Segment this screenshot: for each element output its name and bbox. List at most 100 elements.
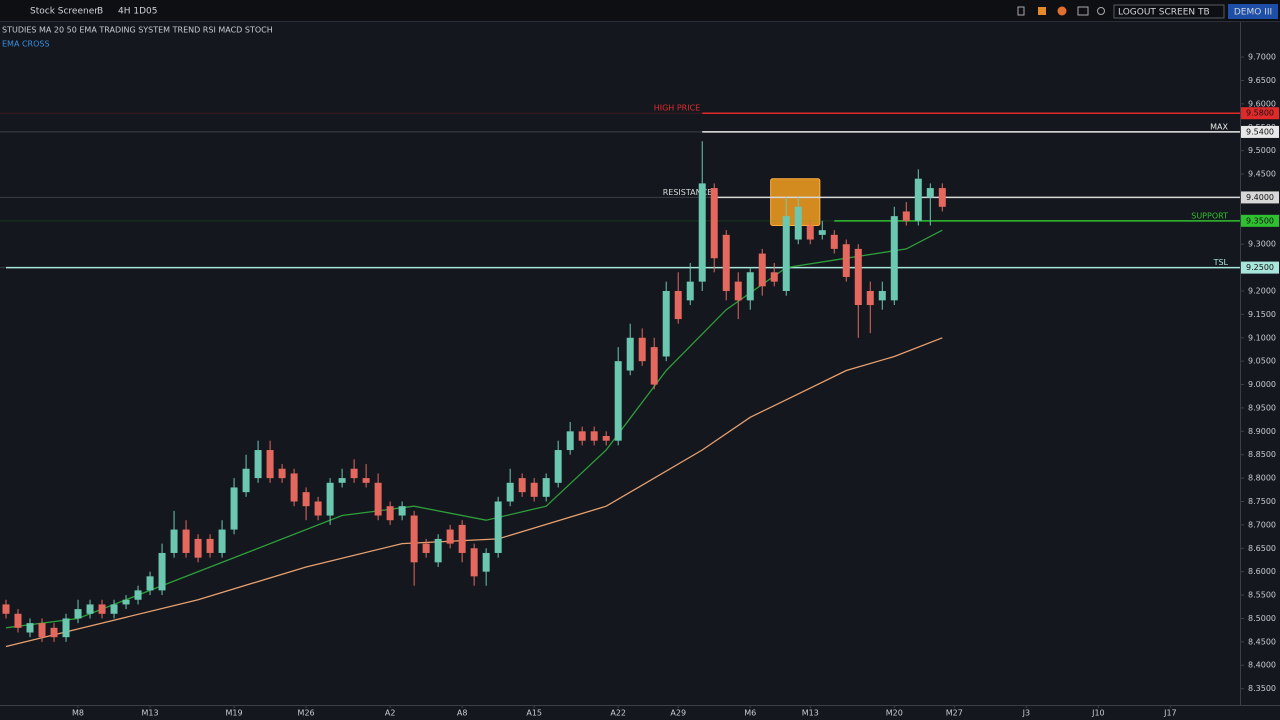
candle-body	[38, 623, 46, 638]
candle-body	[590, 431, 598, 441]
level-price-label: 9.5400	[1246, 127, 1274, 136]
y-tick-label: 9.3000	[1248, 240, 1276, 249]
toolbar-item[interactable]: B	[97, 7, 103, 17]
candle-body	[242, 468, 250, 493]
icon[interactable]	[1097, 7, 1105, 15]
candle-body	[602, 436, 610, 441]
toolbar-item[interactable]: LOGOUT SCREEN TB	[1118, 8, 1210, 18]
candle-body	[374, 482, 382, 516]
candle-body	[422, 543, 430, 553]
level-price-box	[1241, 191, 1279, 204]
candle-body	[182, 529, 190, 553]
y-tick-label: 9.2000	[1248, 286, 1276, 295]
candle-body	[926, 188, 934, 198]
candle-body	[338, 478, 346, 483]
toolbar-item[interactable]: Stock Screener	[30, 7, 98, 17]
y-tick-label: 9.7000	[1248, 53, 1276, 62]
x-tick-label: A29	[670, 709, 686, 718]
icon[interactable]	[1057, 6, 1067, 16]
candle-body	[650, 347, 658, 385]
level-annotation: HIGH PRICE	[654, 104, 701, 113]
toolbar-box	[1113, 4, 1225, 19]
y-tick-label: 8.9500	[1248, 403, 1276, 412]
y-tick-label: 9.0000	[1248, 380, 1276, 389]
candle-body	[302, 492, 310, 507]
y-tick-label: 8.6500	[1248, 544, 1276, 553]
x-tick-label: A8	[457, 709, 468, 718]
candle-body	[26, 623, 34, 633]
y-tick-label: 9.4500	[1248, 170, 1276, 179]
icon[interactable]	[1077, 6, 1089, 16]
candle-body	[614, 361, 622, 441]
toolbar	[0, 0, 1280, 21]
candle-body	[134, 590, 142, 600]
candle-body	[782, 216, 790, 291]
toolbar-icons	[1017, 6, 1105, 16]
candle-body	[14, 613, 22, 628]
x-tick-label: M19	[226, 709, 243, 718]
level-annotation: MAX	[1210, 122, 1228, 131]
y-tick-label: 9.6500	[1248, 76, 1276, 85]
chart-title: STUDIES MA 20 50 EMA TRADING SYSTEM TREN…	[2, 26, 273, 35]
candle-body	[458, 524, 466, 553]
candle-body	[734, 281, 742, 301]
level-price-box	[1241, 107, 1279, 120]
y-tick-label: 9.5000	[1248, 146, 1276, 155]
candle-body	[266, 450, 274, 479]
candle-body	[470, 548, 478, 577]
candle-body	[722, 234, 730, 291]
candle-body	[110, 604, 118, 614]
level-price-box	[1241, 261, 1279, 274]
candle-body	[290, 473, 298, 502]
candle-body	[122, 599, 130, 605]
level-annotation: TSL	[1213, 258, 1229, 267]
candle-body	[662, 290, 670, 357]
candle-body	[806, 225, 814, 240]
y-tick-label: 8.4000	[1248, 661, 1276, 670]
candle-body	[386, 506, 394, 521]
candle-body	[554, 450, 562, 483]
x-tick-label: M13	[142, 709, 159, 718]
y-tick-label: 8.3500	[1248, 684, 1276, 693]
y-tick-label: 8.9000	[1248, 427, 1276, 436]
x-tick-label: A15	[526, 709, 542, 718]
icon[interactable]	[1038, 7, 1046, 15]
candle-body	[350, 468, 358, 479]
y-tick-label: 9.1500	[1248, 310, 1276, 319]
candle-body	[62, 618, 70, 638]
x-tick-label: M6	[744, 709, 756, 718]
level-price-label: 9.4000	[1246, 193, 1274, 202]
candle-body	[194, 538, 202, 558]
x-tick-label: M13	[802, 709, 819, 718]
icon[interactable]	[1017, 6, 1025, 16]
candle-body	[146, 576, 154, 591]
level-price-box	[1241, 214, 1279, 227]
x-tick-label: M20	[886, 709, 903, 718]
y-tick-label: 8.4500	[1248, 637, 1276, 646]
moving-average-line	[5, 337, 943, 648]
y-tick-label: 8.8000	[1248, 474, 1276, 483]
toolbar-item[interactable]: 4H 1D05	[118, 7, 157, 17]
toolbar-button[interactable]	[1228, 4, 1278, 19]
toolbar-item[interactable]: DEMO III	[1234, 8, 1272, 18]
chart-subtitle: EMA CROSS	[2, 40, 50, 49]
level-price-label: 9.3500	[1246, 216, 1274, 225]
x-tick-label: J17	[1163, 709, 1177, 718]
candle-body	[854, 248, 862, 306]
candle-body	[770, 272, 778, 282]
candle-body	[170, 529, 178, 553]
candle-body	[626, 337, 634, 371]
candle-body	[746, 272, 754, 301]
candle-body	[410, 515, 418, 563]
y-tick-label: 9.0500	[1248, 357, 1276, 366]
x-tick-label: M27	[946, 709, 963, 718]
candle-body	[230, 487, 238, 530]
candle-body	[758, 253, 766, 287]
level-price-label: 9.5800	[1246, 109, 1274, 118]
candle-body	[254, 450, 262, 479]
y-tick-label: 8.5500	[1248, 591, 1276, 600]
candle-body	[2, 604, 10, 614]
y-tick-label: 8.5000	[1248, 614, 1276, 623]
candle-body	[866, 290, 874, 306]
